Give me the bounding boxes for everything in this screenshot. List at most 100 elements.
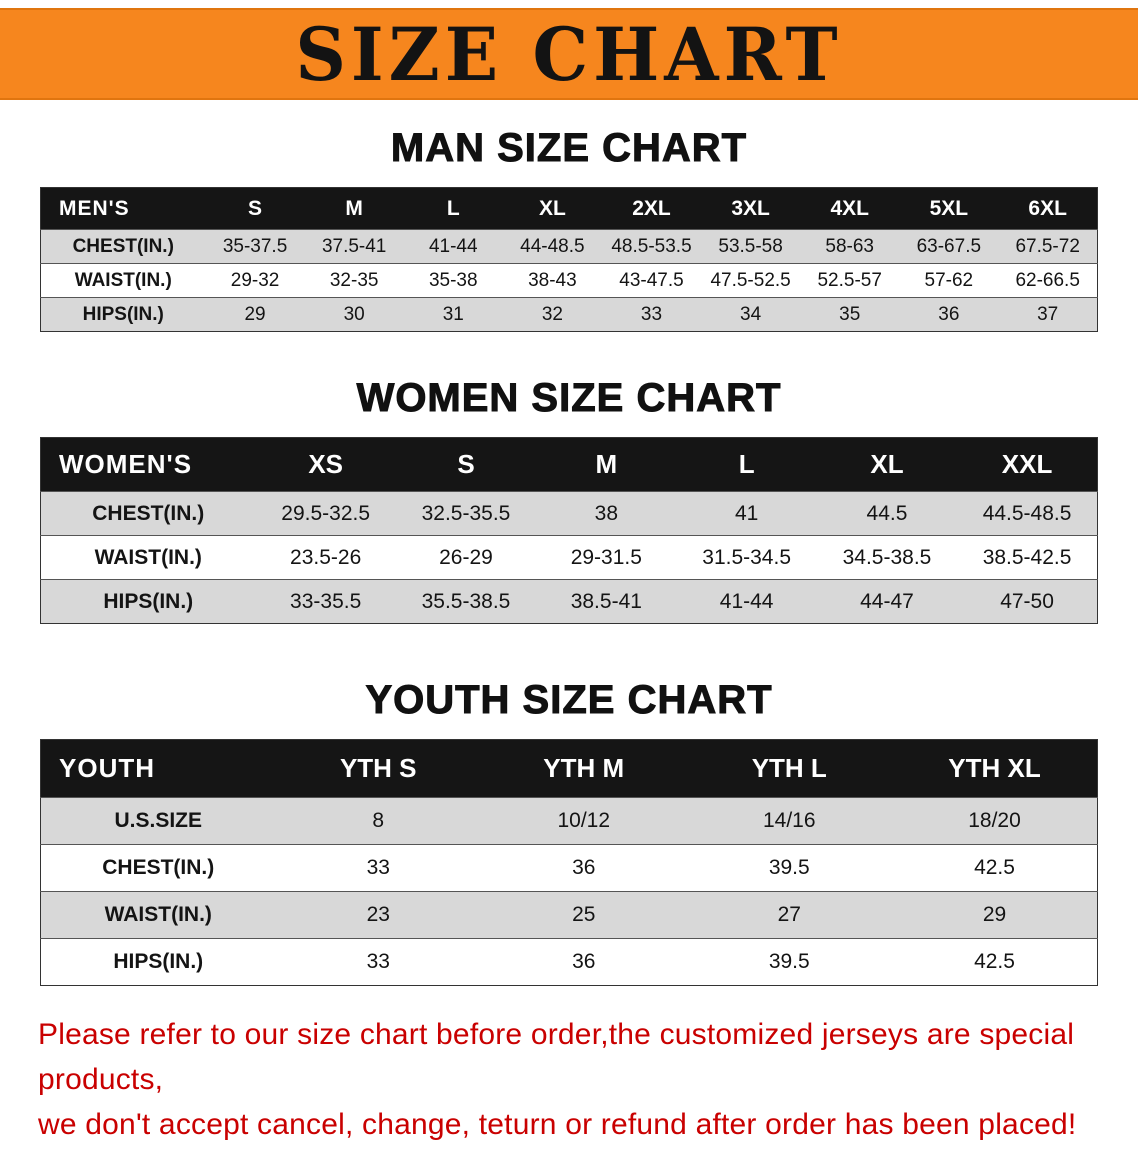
table-corner-label: YOUTH (59, 753, 155, 783)
column-header: L (446, 196, 460, 220)
value-cell: 42.5 (974, 950, 1015, 973)
youth-section: YOUTH SIZE CHART YOUTH YTH S YTH M YTH L YTH… (0, 678, 1138, 986)
value-cell: 58-63 (825, 235, 875, 257)
women-section: WOMEN SIZE CHART WOMEN'S XS S M L XL XXL CHEST(… (0, 376, 1138, 624)
value-cell: 34.5-38.5 (842, 545, 932, 569)
value-cell: 25 (572, 903, 596, 926)
row-label: WAIST(IN.) (104, 903, 212, 926)
youth-size-table: YOUTH YTH S YTH M YTH L YTH XL U.S.SIZE 8 10/12… (40, 739, 1098, 986)
column-header: XL (538, 196, 566, 220)
table-row: U.S.SIZE 8 10/12 14/16 18/20 (40, 797, 1098, 845)
value-cell: 38.5-42.5 (982, 545, 1072, 569)
table-corner-label: WOMEN'S (59, 449, 193, 479)
column-header: S (457, 449, 475, 479)
table-row: WAIST(IN.) 23.5-26 26-29 29-31.5 31.5-34.5 34… (40, 535, 1098, 580)
value-cell: 48.5-53.5 (611, 235, 692, 257)
table-header-row: MEN'S S M L XL 2XL 3XL 4XL 5XL 6XL (40, 187, 1098, 230)
value-cell: 38 (594, 501, 618, 525)
table-row: HIPS(IN.) 33 36 39.5 42.5 (40, 938, 1098, 986)
disclaimer-line-1: Please refer to our size chart before or… (38, 1018, 1075, 1096)
men-section-heading: MAN SIZE CHART (390, 126, 748, 171)
column-header: YTH L (751, 753, 827, 783)
column-header: 4XL (830, 196, 869, 220)
men-section: MAN SIZE CHART MEN'S S M L XL 2XL 3XL 4XL 5XL 6XL… (0, 126, 1138, 332)
value-cell: 62-66.5 (1015, 269, 1080, 291)
value-cell: 29.5-32.5 (281, 501, 371, 525)
value-cell: 63-67.5 (916, 235, 982, 257)
value-cell: 41-44 (428, 235, 478, 257)
value-cell: 32-35 (329, 269, 379, 291)
table-row: HIPS(IN.) 33-35.5 35.5-38.5 38.5-41 41-44 44-… (40, 579, 1098, 624)
banner: SIZE CHART (0, 8, 1138, 100)
value-cell: 33 (366, 856, 390, 879)
row-label: WAIST(IN.) (94, 545, 202, 569)
value-cell: 26-29 (439, 545, 493, 569)
value-cell: 34 (740, 303, 762, 325)
value-cell: 35.5-38.5 (421, 589, 511, 613)
table-header-row: YOUTH YTH S YTH M YTH L YTH XL (40, 739, 1098, 798)
value-cell: 44.5-48.5 (982, 501, 1072, 525)
value-cell: 41-44 (719, 589, 774, 613)
value-cell: 31.5-34.5 (702, 545, 792, 569)
row-label: HIPS(IN.) (82, 303, 164, 325)
column-header: XL (870, 449, 904, 479)
value-cell: 39.5 (768, 856, 810, 879)
table-row: CHEST(IN.) 33 36 39.5 42.5 (40, 844, 1098, 892)
value-cell: 57-62 (924, 269, 974, 291)
value-cell: 33-35.5 (290, 589, 362, 613)
value-cell: 35 (839, 303, 861, 325)
value-cell: 42.5 (974, 856, 1015, 879)
table-header-row: WOMEN'S XS S M L XL XXL (40, 437, 1098, 492)
column-header: 6XL (1028, 196, 1067, 220)
value-cell: 29-31.5 (570, 545, 642, 569)
value-cell: 38.5-41 (570, 589, 642, 613)
column-header: YTH S (339, 753, 417, 783)
column-header: S (248, 196, 263, 220)
row-label: CHEST(IN.) (102, 856, 215, 879)
value-cell: 39.5 (768, 950, 810, 973)
value-cell: 47-50 (1000, 589, 1054, 613)
column-header: L (738, 449, 755, 479)
table-row: HIPS(IN.) 29 30 31 32 33 34 35 36 37 (40, 297, 1098, 332)
value-cell: 35-38 (428, 269, 478, 291)
value-cell: 29 (982, 903, 1007, 926)
women-section-heading: WOMEN SIZE CHART (356, 376, 782, 421)
value-cell: 44-47 (860, 589, 914, 613)
youth-section-heading: YOUTH SIZE CHART (365, 678, 773, 723)
column-header: XS (308, 449, 343, 479)
value-cell: 29 (244, 303, 266, 325)
page-title: SIZE CHART (295, 10, 843, 98)
value-cell: 41 (734, 501, 759, 525)
value-cell: 27 (777, 903, 801, 926)
value-cell: 33 (366, 950, 390, 973)
disclaimer-line-2: we don't accept cancel, change, teturn o… (38, 1108, 1077, 1141)
row-label: CHEST(IN.) (72, 235, 174, 257)
column-header: M (345, 196, 363, 220)
row-label: CHEST(IN.) (92, 501, 205, 525)
value-cell: 36 (572, 856, 596, 879)
value-cell: 52.5-57 (817, 269, 882, 291)
column-header: 2XL (632, 196, 671, 220)
value-cell: 36 (572, 950, 596, 973)
men-size-table: MEN'S S M L XL 2XL 3XL 4XL 5XL 6XL CHEST(IN.) 35-37… (40, 187, 1098, 332)
row-label: HIPS(IN.) (103, 589, 194, 613)
value-cell: 23.5-26 (290, 545, 362, 569)
value-cell: 8 (372, 809, 385, 832)
value-cell: 32 (541, 303, 563, 325)
value-cell: 31 (442, 303, 464, 325)
disclaimer: Please refer to our size chart before or… (38, 1012, 1100, 1147)
column-header: YTH XL (948, 753, 1041, 783)
value-cell: 18/20 (968, 809, 1021, 832)
column-header: 5XL (929, 196, 969, 220)
value-cell: 10/12 (557, 809, 611, 832)
value-cell: 44-48.5 (520, 235, 585, 257)
value-cell: 32.5-35.5 (421, 501, 511, 525)
women-size-table: WOMEN'S XS S M L XL XXL CHEST(IN.) 29.5-32.5 32.5… (40, 437, 1098, 624)
value-cell: 29-32 (230, 269, 280, 291)
value-cell: 53.5-58 (718, 235, 783, 257)
column-header: XXL (1001, 449, 1053, 479)
value-cell: 36 (938, 303, 960, 325)
table-corner-label: MEN'S (59, 196, 130, 220)
table-row: CHEST(IN.) 29.5-32.5 32.5-35.5 38 41 44.5 44.5… (40, 491, 1098, 536)
